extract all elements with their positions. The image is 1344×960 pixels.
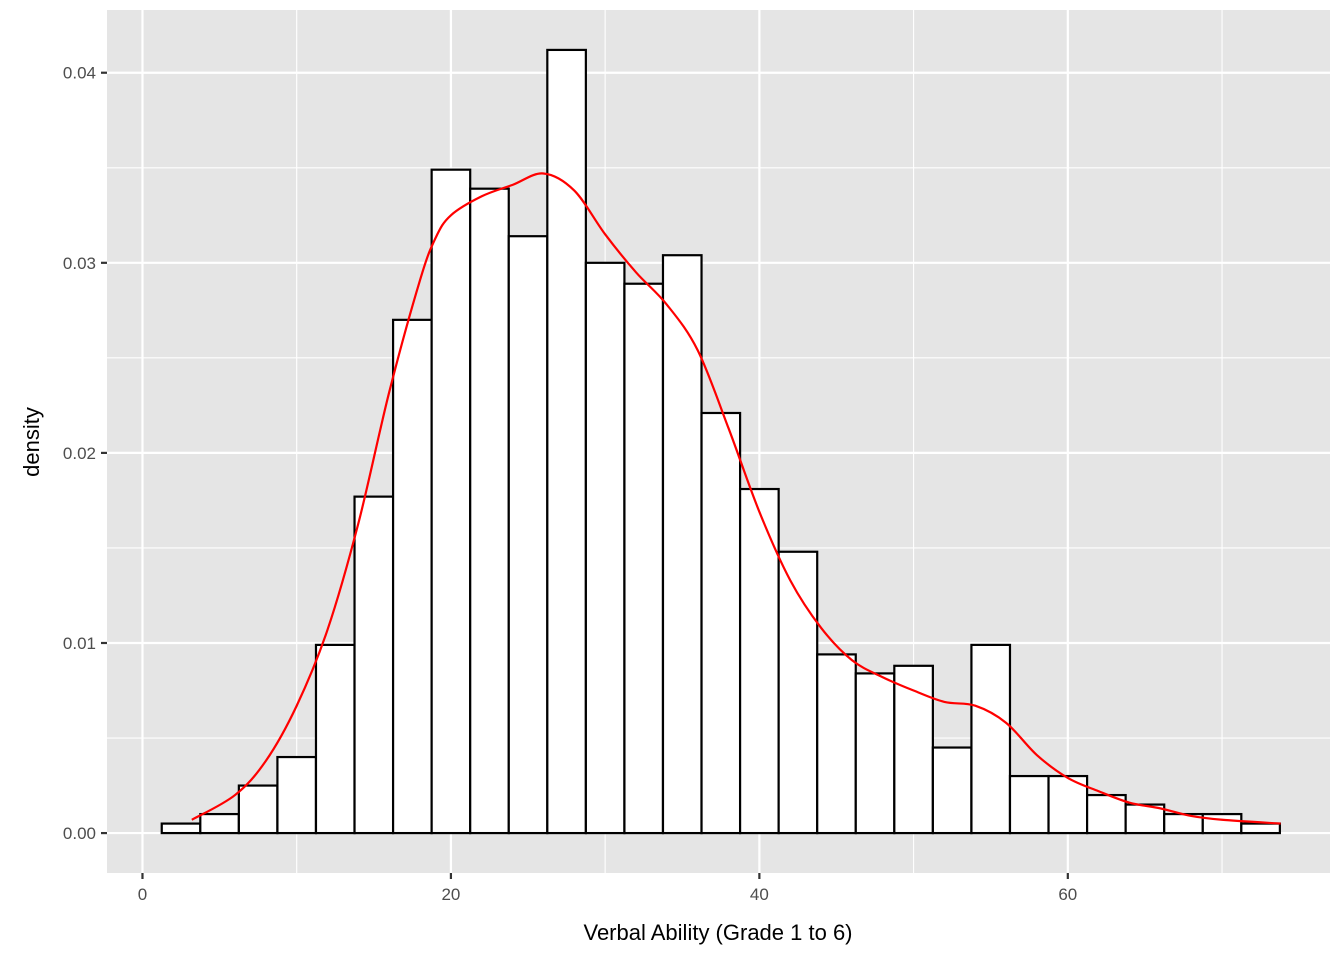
histogram-bar [1010,776,1049,833]
histogram-bar [817,654,856,833]
histogram-bar [355,497,394,833]
histogram-bar [1087,795,1126,833]
histogram-bar [856,673,895,833]
histogram-bar [971,645,1010,833]
y-tick-label: 0.02 [63,444,96,463]
x-tick-label: 20 [441,885,460,904]
histogram-bar [1203,814,1242,833]
histogram-bar [277,757,316,833]
histogram-bar [239,786,278,834]
x-axis-title: Verbal Ability (Grade 1 to 6) [583,920,852,945]
histogram-bar [1241,824,1280,834]
y-axis-title: density [19,407,44,477]
x-tick-label: 40 [750,885,769,904]
histogram-bar [316,645,355,833]
y-tick-label: 0.00 [63,824,96,843]
histogram-bar [663,255,702,833]
histogram-bar [933,748,972,834]
y-tick-label: 0.04 [63,64,96,83]
y-axis: 0.00 0.01 0.02 0.03 0.04 [63,64,107,843]
y-tick-label: 0.03 [63,254,96,273]
x-tick-label: 0 [138,885,147,904]
histogram-bar [200,814,239,833]
histogram-bar [162,824,201,834]
histogram-bar [702,413,741,833]
x-tick-label: 60 [1058,885,1077,904]
histogram-bar [470,189,509,833]
histogram-bar [740,489,779,833]
histogram-bar [432,170,471,833]
histogram-bar [624,284,663,833]
y-tick-label: 0.01 [63,634,96,653]
x-axis: 0 20 40 60 [138,873,1078,904]
histogram-bar [586,263,625,833]
histogram-bar [509,236,548,833]
histogram-bar [393,320,432,833]
histogram-bar [547,50,586,833]
